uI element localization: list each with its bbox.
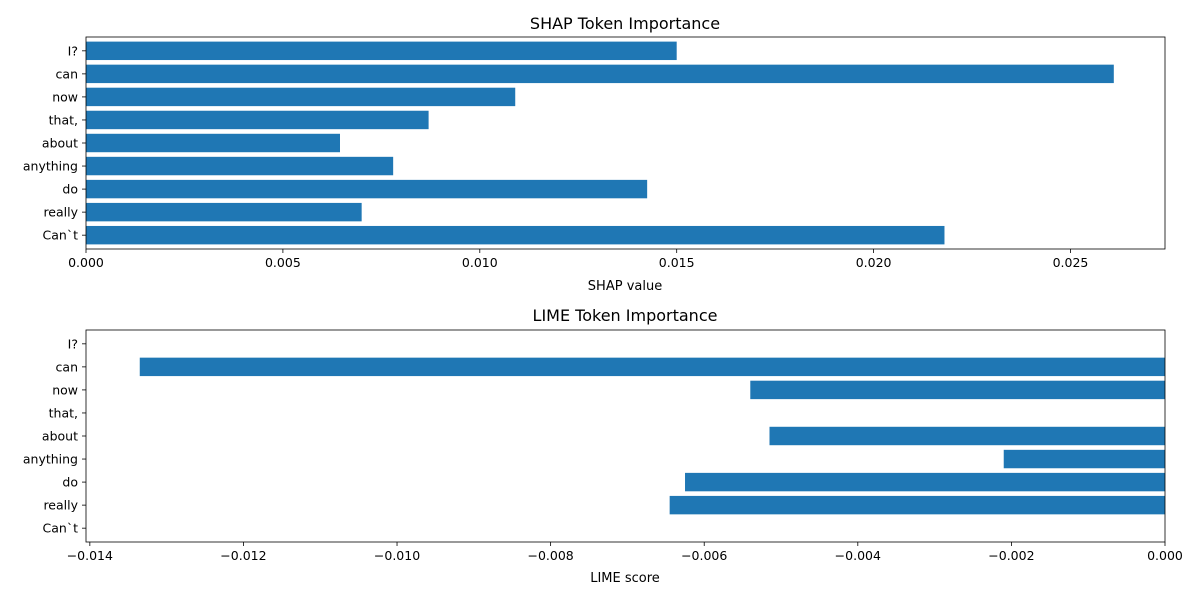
lime-x-tick-label-4: −0.006	[681, 548, 727, 563]
lime-axes-frame	[85, 329, 1166, 543]
lime-y-tick-label-now: now	[52, 382, 78, 397]
lime-y-tick-label-really: really	[43, 498, 78, 513]
shap-x-tick-label-1: 0.005	[265, 255, 301, 270]
shap-y-tick-label-cant: Can`t	[43, 228, 79, 243]
lime-x-tick-label-0: −0.014	[67, 548, 113, 563]
lime-bar-do	[685, 472, 1165, 492]
lime-y-tick-label-that: that,	[49, 405, 78, 420]
shap-y-tick-label-about: about	[42, 136, 78, 151]
shap-bar-really	[86, 202, 362, 222]
lime-bar-about	[769, 426, 1165, 446]
lime-y-tick-label-do: do	[62, 475, 78, 490]
lime-bar-really	[669, 495, 1165, 515]
shap-x-axis-label: SHAP value	[588, 279, 662, 294]
lime-y-tick-label-can: can	[56, 359, 78, 374]
shap-bar-do	[86, 179, 648, 199]
lime-x-tick-label-3: −0.008	[527, 548, 573, 563]
lime-chart-title: LIME Token Importance	[533, 306, 718, 325]
shap-bar-i	[86, 41, 677, 61]
lime-x-tick-label-2: −0.010	[374, 548, 420, 563]
shap-bar-that	[86, 110, 429, 130]
lime-plot-area: Can`t really do anything about that, now can I? −…	[23, 329, 1183, 563]
lime-x-tick-label-5: −0.004	[835, 548, 881, 563]
shap-chart-title: SHAP Token Importance	[530, 14, 720, 33]
lime-x-tick-label-6: −0.002	[988, 548, 1034, 563]
shap-bar-about	[86, 133, 340, 153]
shap-y-tick-label-really: really	[43, 205, 78, 220]
shap-x-tick-label-0: 0.000	[68, 255, 104, 270]
lime-y-tick-label-about: about	[42, 429, 78, 444]
lime-x-tick-label-7: 0.000	[1147, 548, 1183, 563]
lime-x-axis-label: LIME score	[590, 571, 660, 586]
shap-bar-cant	[86, 225, 945, 245]
shap-y-tick-label-i: I?	[68, 43, 78, 58]
shap-bar-now	[86, 87, 516, 107]
lime-x-tick-label-1: −0.012	[220, 548, 266, 563]
shap-y-tick-label-can: can	[56, 66, 78, 81]
lime-y-tick-label-anything: anything	[23, 452, 78, 467]
shap-y-tick-label-do: do	[62, 182, 78, 197]
lime-y-tick-label-i: I?	[68, 336, 78, 351]
lime-y-tick-label-cant: Can`t	[43, 521, 79, 536]
shap-axes-frame	[85, 36, 1166, 250]
shap-y-tick-label-anything: anything	[23, 159, 78, 174]
shap-bar-anything	[86, 156, 394, 176]
shap-x-tick-label-5: 0.025	[1053, 255, 1089, 270]
shap-chart: SHAP Token Importance Can`t really do anyth…	[23, 14, 1166, 294]
shap-x-tick-label-4: 0.020	[856, 255, 892, 270]
lime-bar-can	[139, 357, 1165, 377]
shap-y-tick-label-now: now	[52, 89, 78, 104]
shap-x-tick-label-3: 0.015	[659, 255, 695, 270]
shap-x-tick-label-2: 0.010	[462, 255, 498, 270]
lime-bar-now	[750, 380, 1165, 400]
lime-bar-anything	[1003, 449, 1165, 469]
shap-y-tick-label-that: that,	[49, 112, 78, 127]
shap-plot-area: Can`t really do anything about that, now can I? 0…	[23, 36, 1166, 270]
lime-chart: LIME Token Importance Can`t really do anyth…	[23, 306, 1183, 586]
shap-bar-can	[86, 64, 1114, 84]
